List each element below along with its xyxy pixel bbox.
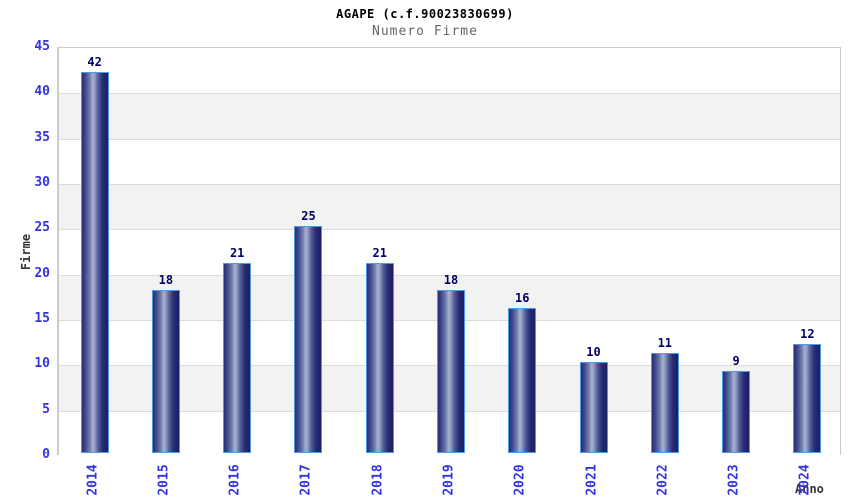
bar-value-label: 10 bbox=[586, 345, 601, 359]
gridline bbox=[59, 93, 840, 95]
x-tick-label-2024: 2024 bbox=[797, 464, 813, 496]
bar-value-label: 21 bbox=[229, 246, 245, 260]
x-tick-label-2015: 2015 bbox=[156, 464, 172, 496]
bar-2015 bbox=[152, 290, 180, 453]
chart-subtitle: Numero Firme bbox=[372, 24, 478, 39]
x-tick-label-2019: 2019 bbox=[441, 464, 457, 496]
bar-2016 bbox=[223, 263, 251, 453]
grid-band bbox=[59, 184, 840, 230]
bar-2014 bbox=[81, 72, 109, 453]
bar-value-label: 16 bbox=[515, 291, 530, 305]
y-tick-label: 25 bbox=[34, 220, 50, 235]
y-tick-label: 35 bbox=[34, 130, 50, 145]
bar-value-label: 21 bbox=[372, 246, 387, 260]
bar-value-label: 18 bbox=[443, 273, 459, 287]
y-tick-label: 0 bbox=[42, 447, 50, 462]
grid-band bbox=[59, 138, 840, 184]
bar-value-label: 12 bbox=[800, 327, 815, 341]
gridline bbox=[59, 274, 840, 276]
y-tick-label: 15 bbox=[34, 311, 50, 326]
x-tick-label-2023: 2023 bbox=[726, 464, 742, 496]
x-tick-label-2018: 2018 bbox=[370, 464, 386, 496]
bar-value-label: 18 bbox=[158, 273, 174, 287]
bar-value-label: 25 bbox=[301, 209, 316, 223]
x-tick-label-2014: 2014 bbox=[85, 464, 101, 496]
y-tick-label: 5 bbox=[42, 402, 50, 417]
y-axis-label: Firme bbox=[19, 233, 33, 271]
x-tick-label-2021: 2021 bbox=[584, 464, 600, 496]
bar-2024 bbox=[793, 344, 821, 453]
gridline bbox=[59, 184, 840, 185]
grid-band bbox=[59, 93, 840, 139]
gridline bbox=[59, 229, 840, 231]
grid-band bbox=[59, 229, 840, 275]
chart-title: AGAPE (c.f.90023830699) bbox=[336, 7, 514, 21]
y-tick-label: 40 bbox=[34, 84, 50, 99]
plot-area: 42 18 21 25 21 18 16 10 11 9 12 bbox=[57, 47, 841, 456]
bar-2020 bbox=[508, 308, 536, 453]
y-tick-label: 45 bbox=[34, 39, 50, 54]
x-tick-label-2020: 2020 bbox=[512, 464, 528, 496]
y-tick-label: 10 bbox=[34, 356, 50, 371]
bar-2022 bbox=[651, 353, 679, 453]
x-axis-label: Anno bbox=[795, 482, 824, 496]
bar-value-label: 42 bbox=[87, 55, 102, 69]
grid-band bbox=[59, 48, 840, 94]
bar-value-label: 9 bbox=[732, 354, 740, 368]
bar-value-label: 11 bbox=[657, 336, 673, 350]
x-tick-label-2022: 2022 bbox=[655, 464, 671, 496]
bar-2019 bbox=[437, 290, 465, 453]
x-tick-label-2017: 2017 bbox=[298, 464, 314, 496]
bar-2017 bbox=[294, 226, 322, 453]
y-tick-label: 30 bbox=[34, 175, 50, 190]
y-tick-label: 20 bbox=[34, 266, 50, 281]
gridline bbox=[59, 138, 840, 140]
bar-2023 bbox=[722, 371, 750, 453]
bar-2021 bbox=[580, 362, 608, 453]
x-tick-label-2016: 2016 bbox=[227, 464, 243, 496]
bar-2018 bbox=[366, 263, 394, 453]
